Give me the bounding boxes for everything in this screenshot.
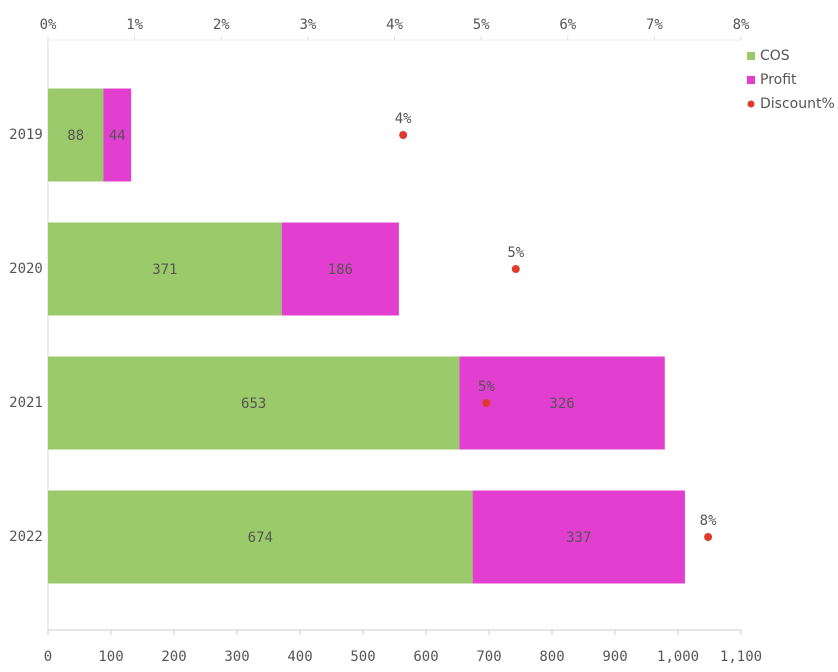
legend-marker <box>747 76 755 84</box>
x-tick-label: 600 <box>413 649 438 665</box>
x-tick-label: 100 <box>98 649 123 665</box>
data-label: 5% <box>478 379 495 395</box>
data-label: 8% <box>700 513 717 529</box>
discount-dot <box>399 131 408 139</box>
y-tick-label: 2021 <box>9 395 43 411</box>
x-tick-label: 1,100 <box>720 649 762 665</box>
discount-dot <box>482 399 491 407</box>
x2-tick-label: 4% <box>386 17 403 33</box>
x-tick-label: 400 <box>287 649 312 665</box>
y-tick-label: 2020 <box>9 261 43 277</box>
data-label: 44 <box>109 128 126 144</box>
bar-segment <box>459 356 665 450</box>
data-label: 337 <box>566 530 591 546</box>
legend-marker <box>747 52 755 60</box>
discount-dot <box>511 265 520 273</box>
data-label: 653 <box>241 396 266 412</box>
x-tick-label: 500 <box>350 649 375 665</box>
x2-tick-label: 0% <box>40 17 57 33</box>
x-tick-label: 1,000 <box>657 649 699 665</box>
x2-tick-label: 3% <box>299 17 316 33</box>
legend-label: COS <box>760 48 790 64</box>
x2-tick-label: 8% <box>733 17 750 33</box>
x2-tick-label: 7% <box>646 17 663 33</box>
discount-dot <box>704 533 713 541</box>
x2-tick-label: 1% <box>126 17 143 33</box>
bar-segment <box>48 490 473 584</box>
x-tick-label: 0 <box>44 649 52 665</box>
data-label: 326 <box>549 396 574 412</box>
x-tick-label: 300 <box>224 649 249 665</box>
x-tick-label: 200 <box>161 649 186 665</box>
bar-segment <box>48 88 104 182</box>
bar-segment <box>103 88 132 182</box>
x2-tick-label: 5% <box>473 17 490 33</box>
x-tick-label: 900 <box>602 649 627 665</box>
y-tick-label: 2022 <box>9 529 43 545</box>
legend-label: Discount% <box>760 96 835 112</box>
x2-tick-label: 6% <box>559 17 576 33</box>
data-label: 186 <box>328 262 353 278</box>
legend-marker <box>747 100 755 108</box>
data-label: 4% <box>395 111 412 127</box>
bar-segment <box>48 356 460 450</box>
data-label: 5% <box>507 245 524 261</box>
data-label: 371 <box>152 262 177 278</box>
bar-segment <box>472 490 685 584</box>
y-tick-label: 2019 <box>9 127 43 143</box>
bar-segment <box>48 222 282 316</box>
data-label: 88 <box>67 128 84 144</box>
x2-tick-label: 2% <box>213 17 230 33</box>
x-tick-label: 800 <box>539 649 564 665</box>
data-label: 674 <box>248 530 273 546</box>
legend-label: Profit <box>760 72 797 88</box>
x-tick-label: 700 <box>476 649 501 665</box>
bar-segment <box>281 222 399 316</box>
